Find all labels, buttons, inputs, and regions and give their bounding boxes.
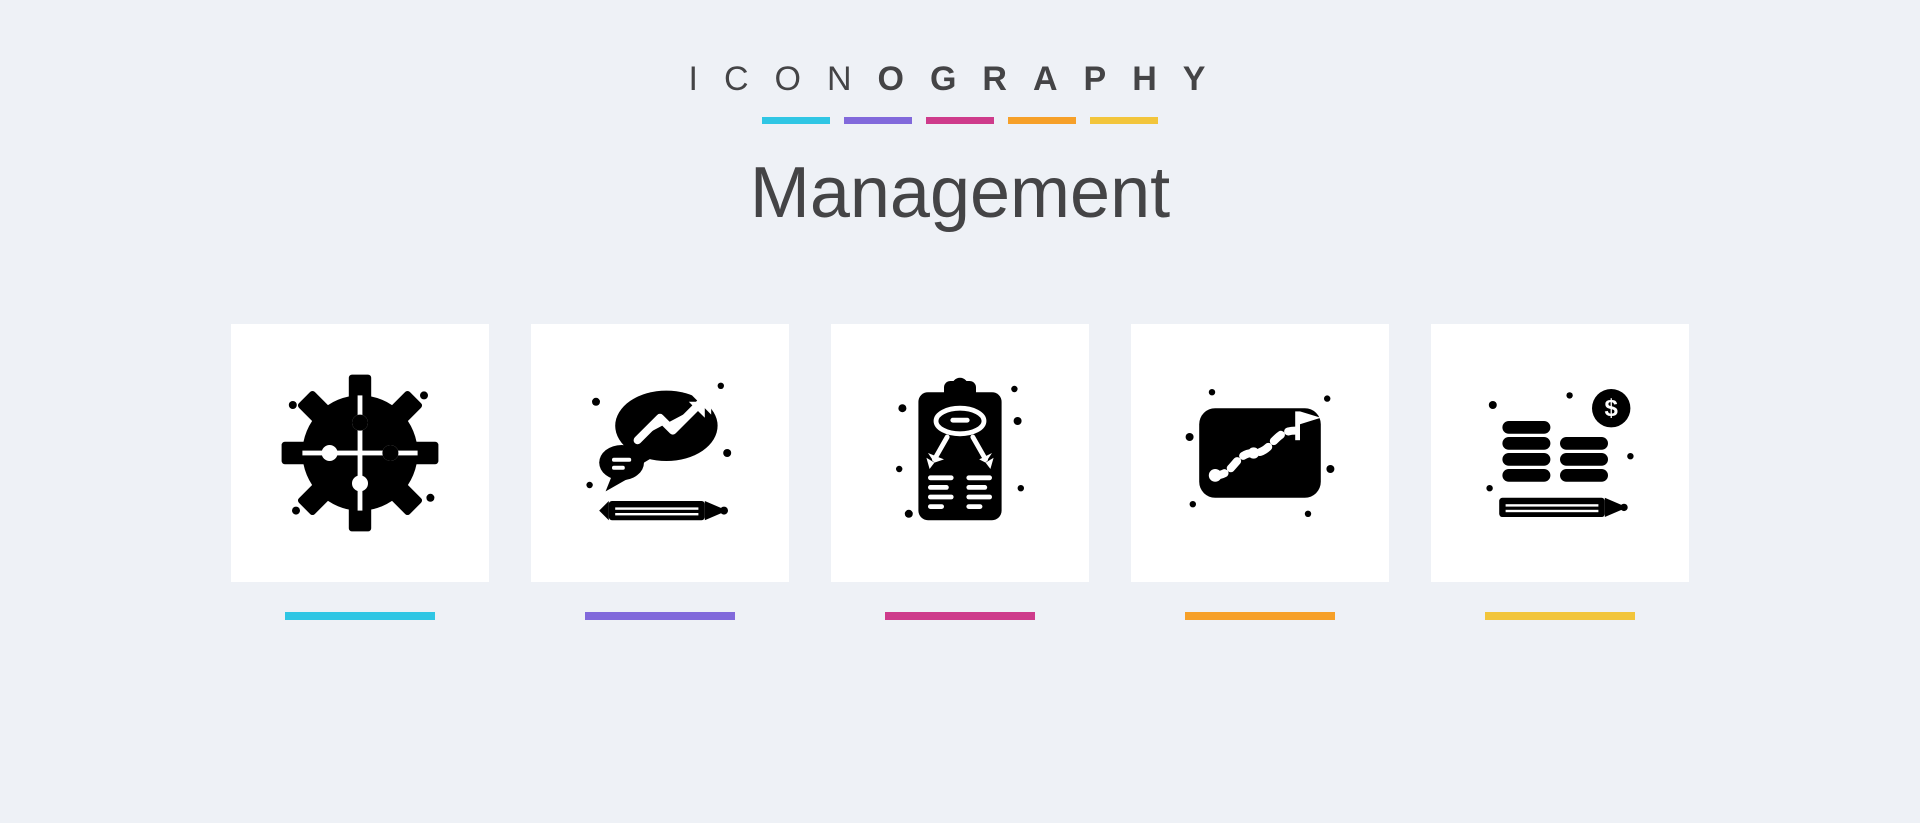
accent-bar xyxy=(926,117,994,124)
coins-dollar-pencil-icon: $ xyxy=(1480,373,1640,533)
card-underline xyxy=(1485,612,1635,620)
accent-bar xyxy=(844,117,912,124)
brand-bold: OGRAPHY xyxy=(878,60,1232,98)
accent-bar xyxy=(1090,117,1158,124)
accent-bar xyxy=(762,117,830,124)
icon-card xyxy=(1131,324,1389,582)
roadmap-flag-icon xyxy=(1180,373,1340,533)
brand-light: ICON xyxy=(689,60,878,98)
header: ICONOGRAPHY Management xyxy=(689,60,1232,234)
icon-card xyxy=(231,324,489,582)
brand-text: ICONOGRAPHY xyxy=(689,60,1232,99)
accent-row xyxy=(689,117,1232,124)
icon-card xyxy=(831,324,1089,582)
accent-bar xyxy=(1008,117,1076,124)
chat-growth-pencil-icon xyxy=(580,373,740,533)
icon-card xyxy=(531,324,789,582)
svg-text:$: $ xyxy=(1605,395,1619,422)
gear-puzzle-icon xyxy=(280,373,440,533)
card-underline xyxy=(1185,612,1335,620)
pack-title: Management xyxy=(689,152,1232,234)
card-underline xyxy=(885,612,1035,620)
clipboard-plan-icon xyxy=(880,373,1040,533)
icon-card: $ xyxy=(1431,324,1689,582)
card-underline xyxy=(585,612,735,620)
icon-card-row: $ xyxy=(231,324,1689,582)
card-underline xyxy=(285,612,435,620)
